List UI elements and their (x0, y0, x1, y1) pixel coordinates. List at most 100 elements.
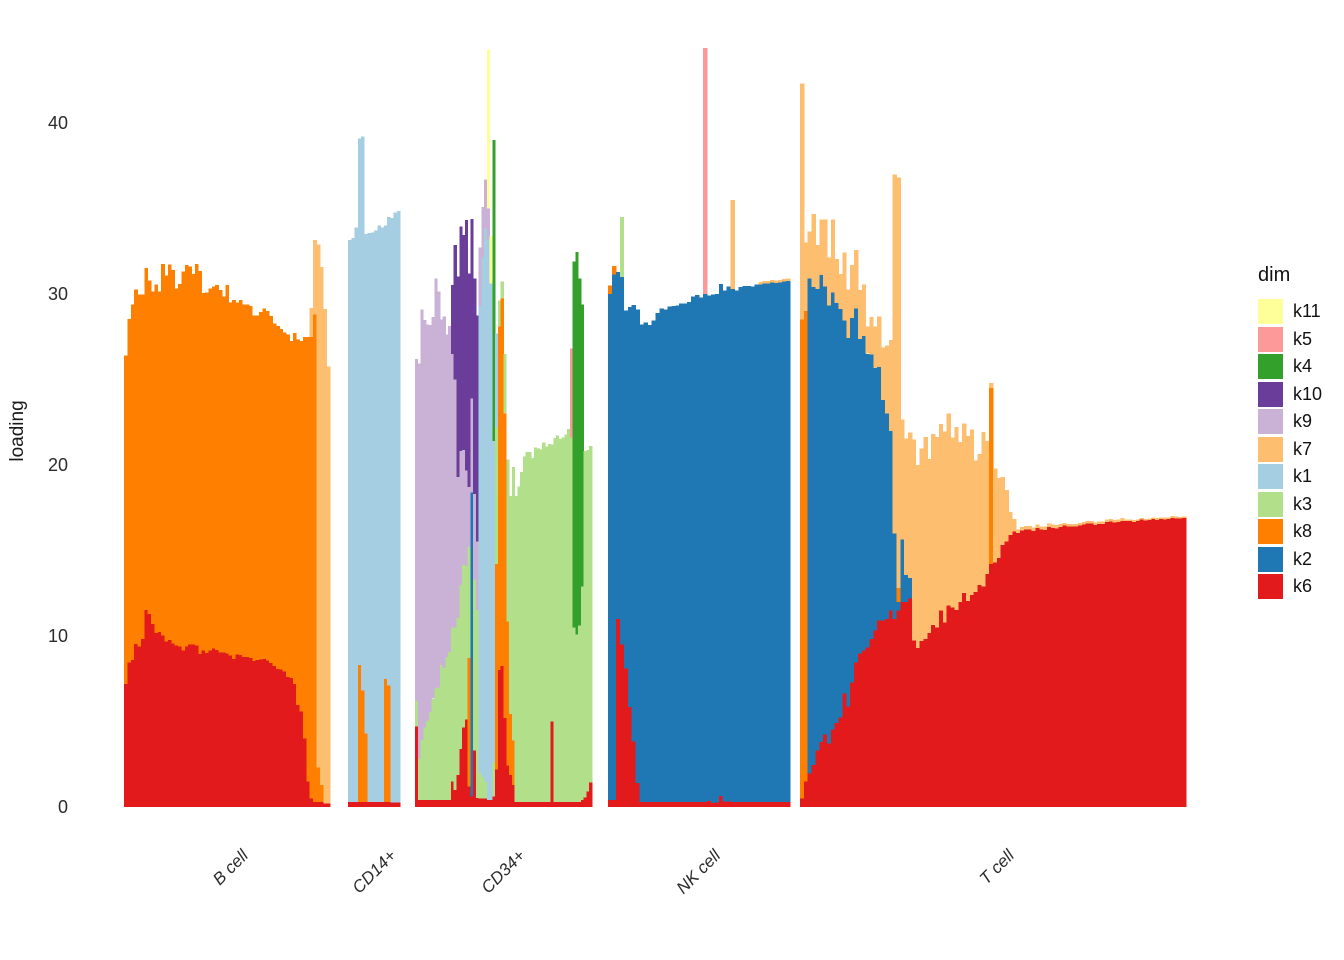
bar-segment-k1 (370, 232, 375, 802)
bar-segment-k6 (1020, 530, 1025, 807)
bar-segment-k6 (232, 659, 236, 807)
bar-segment-k6 (931, 624, 936, 807)
bar-segment-k10 (473, 278, 477, 494)
bar-segment-k7 (1031, 527, 1036, 531)
bar-segment-k6 (1081, 524, 1087, 807)
bar-segment-k6 (313, 801, 317, 807)
bar-segment-k7 (1000, 476, 1005, 545)
bar-segment-k1 (348, 240, 352, 802)
bar-segment-k6 (178, 646, 182, 807)
bar-segment-k6 (1178, 518, 1183, 807)
bar-segment-k7 (958, 442, 963, 603)
bar-segment-k7 (1155, 518, 1160, 520)
bar-segment-k6 (462, 727, 466, 807)
bar-segment-k6 (663, 801, 668, 807)
bar-segment-k8 (174, 288, 179, 646)
legend-item: k7 (1258, 436, 1344, 463)
bar-segment-k7 (888, 340, 894, 431)
bar-segment-k8 (130, 304, 135, 661)
bar-segment-k7 (1131, 520, 1137, 522)
bar-segment-k6 (174, 645, 179, 807)
bar-segment-k6 (164, 641, 169, 807)
bar-segment-k7 (1101, 521, 1106, 524)
bar-segment-k6 (973, 592, 978, 807)
bar-segment-k2 (823, 286, 828, 735)
bar-segment-k2 (811, 287, 816, 765)
bar-segment-k6 (589, 782, 593, 807)
bar-segment-k2 (639, 324, 645, 802)
bar-segment-k6 (357, 801, 362, 807)
bar-segment-k2 (881, 400, 886, 621)
bar-segment-k7 (1081, 522, 1087, 525)
bar-segment-k2 (857, 338, 863, 654)
bar-segment-k7 (1124, 519, 1129, 522)
bar-segment-k8 (164, 275, 169, 642)
bar-segment-k3 (558, 439, 562, 802)
bar-segment-k6 (786, 801, 791, 807)
bar-segment-k6 (1166, 519, 1171, 807)
bar-segment-k7 (762, 281, 767, 284)
bar-segment-k6 (259, 659, 263, 807)
bar-segment-k7 (1012, 519, 1017, 532)
legend-label: k6 (1293, 576, 1313, 597)
bar-segment-k6 (977, 585, 982, 807)
bar-segment-k4 (578, 278, 582, 626)
bar-segment-k2 (643, 322, 648, 802)
bar-segment-k10 (459, 226, 463, 452)
bar-segment-k6 (380, 801, 385, 807)
bar-segment-k6 (718, 795, 724, 807)
bar-segment-k7 (807, 231, 812, 279)
bar-segment-k6 (742, 801, 747, 807)
bar-segment-k6 (506, 765, 510, 807)
bar-segment-k6 (583, 797, 587, 807)
bar-segment-k8 (232, 300, 236, 660)
bar-segment-k7 (1077, 522, 1083, 526)
bar-segment-k8 (144, 268, 149, 610)
bar-segment-k8 (306, 336, 311, 782)
bar-segment-k3 (564, 434, 568, 802)
bar-segment-k2 (611, 274, 617, 801)
bar-segment-k6 (935, 627, 940, 807)
legend-item: k1 (1258, 464, 1344, 490)
bar-segment-k6 (908, 598, 913, 807)
bar-segment-k8 (225, 285, 230, 654)
bar-segment-k6 (1004, 541, 1009, 807)
bar-segment-k6 (245, 657, 250, 807)
bar-segment-k3 (497, 300, 502, 327)
bar-segment-k8 (171, 269, 176, 644)
bar-segment-k6 (896, 610, 901, 807)
bar-segment-k3 (431, 698, 435, 801)
bar-segment-k6 (495, 769, 499, 807)
bar-segment-k1 (377, 225, 381, 802)
bar-segment-k1 (387, 217, 391, 686)
bar-segment-k6 (919, 641, 924, 807)
bar-segment-k6 (691, 801, 696, 807)
bar-segment-k6 (643, 801, 648, 807)
bar-segment-k1 (492, 441, 496, 763)
bar-segment-k7 (1054, 525, 1060, 529)
bar-segment-k7 (977, 454, 982, 586)
bar-segment-k7 (1035, 524, 1040, 528)
bar-segment-k7 (834, 259, 839, 303)
bar-segment-k6 (215, 649, 219, 807)
bar-segment-k7 (1158, 517, 1164, 520)
bar-segment-k6 (1101, 523, 1106, 807)
bar-segment-k6 (473, 750, 477, 807)
bar-segment-k6 (1151, 519, 1156, 807)
bar-segment-k6 (1174, 518, 1179, 807)
bar-segment-k6 (367, 801, 372, 807)
legend-label: k8 (1293, 521, 1313, 542)
bar-segment-k6 (1182, 518, 1187, 807)
bar-segment-k6 (1155, 519, 1160, 807)
bar-segment-k7 (950, 437, 955, 608)
bar-segment-k6 (1016, 532, 1021, 807)
bar-segment-k6 (218, 652, 223, 807)
bar-segment-k6 (124, 683, 128, 807)
y-tick-label: 0 (57, 797, 68, 817)
bar-segment-k6 (823, 734, 828, 807)
bar-segment-k3 (578, 625, 582, 802)
bar-segment-k6 (348, 801, 352, 807)
bar-segment-k6 (1116, 521, 1121, 807)
bar-segment-k2 (726, 286, 732, 802)
